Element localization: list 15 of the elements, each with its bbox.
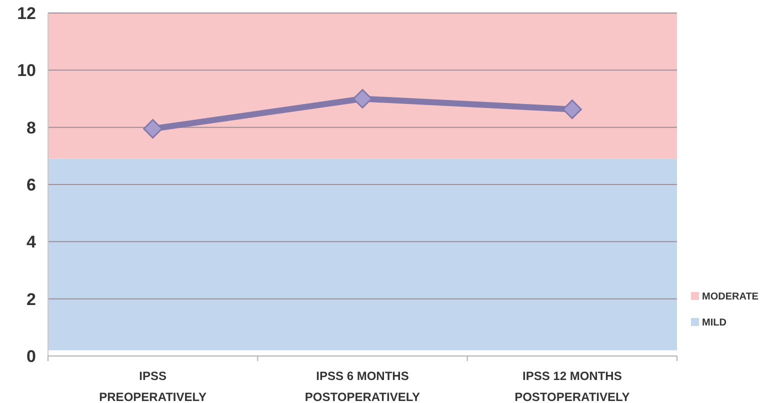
x-tick-label: IPSS 6 MONTHS POSTOPERATIVELY (304, 369, 420, 403)
point (562, 100, 582, 120)
y-tick-label: 0 (26, 346, 36, 366)
x-tick-label: IPSS 12 MONTHS POSTOPERATIVELY (514, 369, 630, 403)
x-tick-label: IPSS PREOPERATIVELY (99, 369, 207, 403)
point (143, 119, 163, 139)
band-label: MILD (702, 318, 726, 328)
y-tick-label: 4 (26, 232, 37, 252)
y-tick-label: 8 (26, 118, 36, 138)
y-tick-label: 2 (26, 290, 36, 309)
y-tick-label: 12 (17, 4, 36, 23)
y-tick-label: 10 (17, 61, 36, 80)
y-tick-label: 6 (26, 175, 36, 194)
point (352, 89, 372, 108)
legend-label: MODERATE (702, 292, 759, 302)
